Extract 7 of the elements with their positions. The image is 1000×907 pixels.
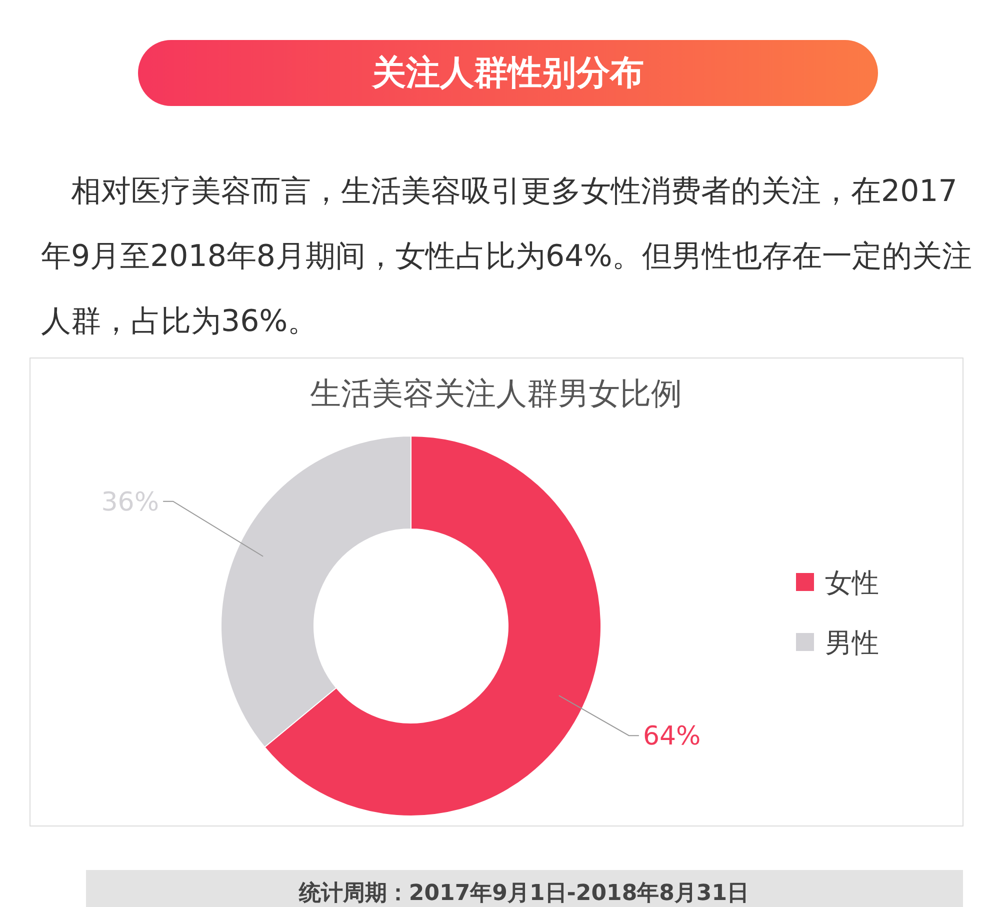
text: 相对医疗美容而言，生活美容吸引更多女性消费者的关注，在2017年9月至2018年8月期间，女性占比为64%。但男性也存在一定的关注人群，占比为36%。 [41,174,972,339]
data-label: 64% [642,722,701,752]
legend-label: 女性 [825,568,879,599]
chart-subtitle: 生活美容关注人群男女比例 [310,376,682,412]
text: 统计周期：2017年9月1日-2018年8月31日 [298,880,750,906]
chart-title: 关注人群性别分布 [371,53,644,93]
legend-label: 男性 [825,628,879,659]
